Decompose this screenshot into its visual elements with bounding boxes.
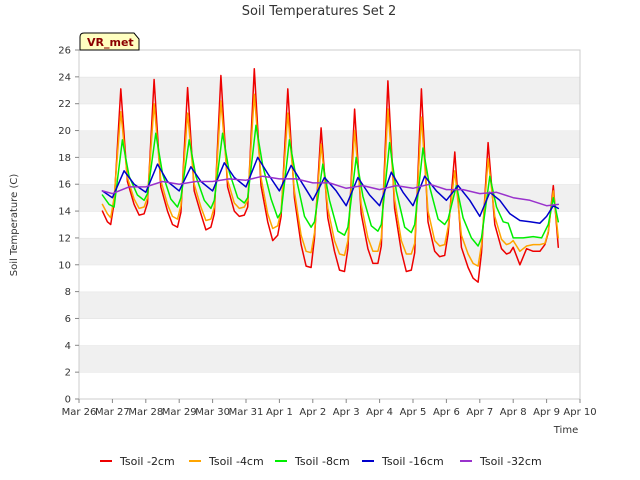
series-lines bbox=[101, 68, 560, 283]
y-tick-label: 0 bbox=[65, 395, 71, 406]
y-tick-label: 20 bbox=[58, 126, 71, 137]
grid-band bbox=[79, 103, 580, 131]
legend-label: Tsoil -8cm bbox=[294, 455, 350, 468]
x-tick-label: Apr 2 bbox=[299, 407, 326, 418]
y-tick-label: 14 bbox=[58, 207, 71, 218]
x-axis-title: Time bbox=[553, 425, 578, 436]
x-tick-label: Mar 31 bbox=[229, 407, 264, 418]
series-line-3 bbox=[101, 124, 560, 247]
legend-label: Tsoil -32cm bbox=[479, 455, 542, 468]
grid-band bbox=[79, 76, 580, 104]
badge-label: VR_met bbox=[87, 36, 134, 49]
badge-box bbox=[79, 32, 140, 51]
y-axis-title: Soil Temperature (C) bbox=[9, 174, 20, 277]
grid-bands bbox=[79, 49, 580, 399]
x-tick-label: Apr 1 bbox=[266, 407, 293, 418]
plot-frame bbox=[78, 49, 581, 400]
legend-label: Tsoil -16cm bbox=[381, 455, 444, 468]
series-line-5 bbox=[101, 175, 560, 207]
grid-band bbox=[79, 372, 580, 399]
grid-band bbox=[79, 291, 580, 319]
grid-band bbox=[79, 130, 580, 158]
grid-band bbox=[79, 264, 580, 292]
y-tick-label: 24 bbox=[58, 72, 71, 83]
y-tick-label: 2 bbox=[65, 368, 71, 379]
y-tick-label: 4 bbox=[65, 341, 71, 352]
x-tick-label: Apr 5 bbox=[400, 407, 427, 418]
x-tick-label: Apr 7 bbox=[466, 407, 493, 418]
grid-band bbox=[79, 237, 580, 265]
y-tick-label: 8 bbox=[65, 287, 71, 298]
x-tick-label: Mar 26 bbox=[62, 407, 97, 418]
x-tick-label: Mar 27 bbox=[95, 407, 130, 418]
series-line-4 bbox=[101, 156, 560, 224]
y-tick-label: 10 bbox=[58, 260, 71, 271]
x-tick-label: Mar 28 bbox=[128, 407, 163, 418]
grid-band bbox=[79, 345, 580, 373]
legend-label: Tsoil -2cm bbox=[119, 455, 175, 468]
x-tick-label: Mar 30 bbox=[195, 407, 230, 418]
grid-band bbox=[79, 318, 580, 346]
x-tick-label: Apr 4 bbox=[366, 407, 393, 418]
y-tick-label: 16 bbox=[58, 180, 71, 191]
y-tick-label: 18 bbox=[58, 153, 71, 164]
chart-title: Soil Temperatures Set 2 bbox=[242, 4, 397, 19]
x-tick-label: Apr 3 bbox=[333, 407, 360, 418]
legend-label: Tsoil -4cm bbox=[208, 455, 264, 468]
y-tick-label: 26 bbox=[58, 46, 71, 57]
x-tick-label: Apr 8 bbox=[500, 407, 527, 418]
grid-band bbox=[79, 50, 580, 77]
x-tick-label: Mar 29 bbox=[162, 407, 197, 418]
plot-area bbox=[78, 49, 581, 400]
x-tick-label: Apr 9 bbox=[533, 407, 560, 418]
x-tick-label: Apr 6 bbox=[433, 407, 460, 418]
x-tick-label: Apr 10 bbox=[563, 407, 596, 418]
legend: Tsoil -2cm Tsoil -4cm Tsoil -8cm Tsoil -16c… bbox=[100, 455, 542, 468]
y-tick-label: 22 bbox=[58, 99, 71, 110]
y-tick-label: 12 bbox=[58, 233, 71, 244]
station-badge: VR_met bbox=[79, 32, 140, 51]
y-tick-label: 6 bbox=[65, 314, 71, 325]
